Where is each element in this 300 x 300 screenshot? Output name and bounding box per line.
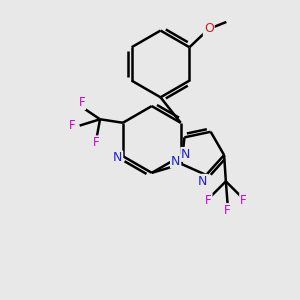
Text: O: O bbox=[204, 22, 214, 35]
Text: N: N bbox=[113, 152, 122, 164]
Text: N: N bbox=[198, 175, 207, 188]
Text: F: F bbox=[69, 119, 76, 132]
Text: N: N bbox=[171, 155, 180, 168]
Text: F: F bbox=[224, 204, 231, 217]
Text: F: F bbox=[205, 194, 211, 207]
Text: F: F bbox=[240, 194, 247, 207]
Text: N: N bbox=[181, 148, 190, 161]
Text: F: F bbox=[93, 136, 100, 149]
Text: F: F bbox=[78, 96, 85, 109]
